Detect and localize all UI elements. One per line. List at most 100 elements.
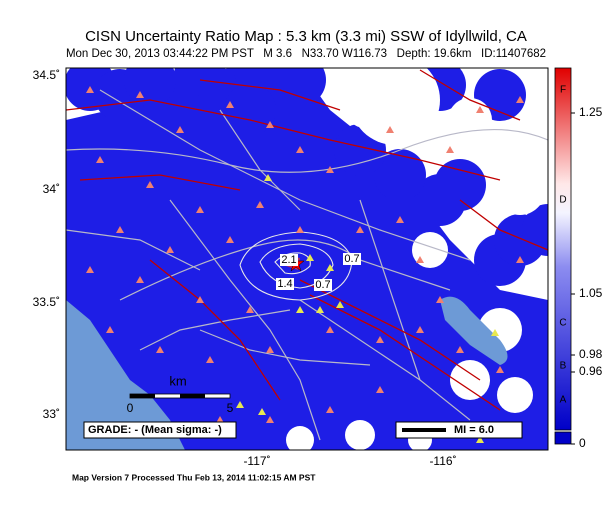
colorbar: F D C B A 1.25 1.05 0.98 0.96 0 [554, 67, 603, 450]
road [119, 239, 451, 301]
lon-label: -117˚ [243, 454, 270, 468]
station [436, 296, 444, 303]
coverage-blob [434, 159, 486, 211]
footer: Map Version 7 Processed Thu Feb 13, 2014… [72, 472, 316, 482]
fault [199, 79, 341, 111]
station [476, 436, 484, 443]
station [326, 326, 334, 333]
fault [79, 174, 241, 191]
grade-letter: C [559, 318, 566, 329]
fault [309, 294, 501, 411]
station [196, 296, 204, 303]
stations [86, 86, 524, 443]
station [258, 408, 266, 415]
station [396, 216, 404, 223]
axis-labels: 34.5˚ 34˚ 33.5˚ 33˚ -117˚ -116˚ [33, 68, 457, 468]
station [356, 226, 364, 233]
map-frame [65, 67, 549, 451]
grade-box [83, 421, 237, 439]
fault [459, 199, 548, 251]
station [296, 226, 304, 233]
station [86, 266, 94, 273]
station [236, 401, 244, 408]
station [456, 346, 464, 353]
lat-label: 33˚ [43, 407, 60, 421]
station [266, 346, 274, 353]
lon-label: -116˚ [429, 454, 456, 468]
fault [299, 279, 481, 381]
gap [450, 360, 490, 400]
station [166, 246, 174, 253]
grade: GRADE: - (Mean sigma: -) [88, 424, 222, 436]
grade-letter: F [560, 85, 566, 96]
station [226, 101, 234, 108]
scale-unit: km [169, 373, 186, 388]
station [296, 146, 304, 153]
road [219, 109, 301, 211]
contour-label: 0.7 [315, 279, 330, 291]
road [299, 299, 471, 421]
station [516, 96, 524, 103]
label-box [343, 253, 361, 265]
subtitle: Mon Dec 30, 2013 03:44:22 PM PST M 3.6 N… [66, 48, 546, 60]
station [326, 264, 334, 271]
road [66, 229, 201, 271]
station [416, 326, 424, 333]
station [156, 346, 164, 353]
colorbar-under [554, 431, 572, 445]
coverage-blob [522, 204, 548, 256]
station [136, 276, 144, 283]
fault [149, 259, 281, 401]
gap [286, 426, 314, 450]
station [86, 86, 94, 93]
colorbar-ramp [554, 67, 572, 431]
scale-bar-segment [130, 394, 155, 398]
road [99, 89, 471, 261]
coverage-blob [124, 68, 176, 106]
station [416, 256, 424, 263]
coverage-blob [164, 94, 216, 146]
station [106, 326, 114, 333]
road [66, 129, 548, 173]
station [326, 406, 334, 413]
scale-start: 0 [127, 401, 134, 415]
fault [419, 69, 521, 121]
label-box [314, 279, 332, 291]
coverage-area [66, 68, 548, 450]
coverage-blob [374, 149, 426, 201]
colorbar-tick-label: 0 [579, 436, 586, 450]
coverage-blob [274, 68, 326, 106]
scale-bar: km 0 5 [127, 373, 234, 415]
scale-bar-segment [180, 394, 205, 398]
lat-label: 34˚ [43, 182, 60, 196]
station [326, 166, 334, 173]
road [169, 199, 321, 441]
contour-label: 0.7 [344, 253, 359, 265]
label-box [276, 278, 294, 290]
fault [66, 99, 501, 181]
colorbar-tick-label: 1.05 [579, 286, 603, 300]
station [376, 336, 384, 343]
station [226, 236, 234, 243]
roads [66, 89, 548, 441]
grade-letter: D [559, 195, 566, 206]
map [66, 68, 548, 450]
station [264, 174, 272, 181]
grade-letter: B [560, 361, 567, 372]
station [496, 366, 504, 373]
road [199, 329, 371, 366]
station [146, 181, 154, 188]
station [516, 256, 524, 263]
station [336, 301, 344, 308]
station [296, 306, 304, 313]
gap [345, 420, 375, 450]
lake [440, 296, 508, 365]
station [136, 91, 144, 98]
colorbar-tick-label: 1.25 [579, 105, 603, 119]
station [96, 156, 104, 163]
lat-label: 34.5˚ [33, 68, 60, 82]
ocean [66, 300, 185, 450]
scale-end: 5 [227, 401, 234, 415]
contour-labels: 2.1 1.4 0.7 0.7 [276, 253, 361, 291]
